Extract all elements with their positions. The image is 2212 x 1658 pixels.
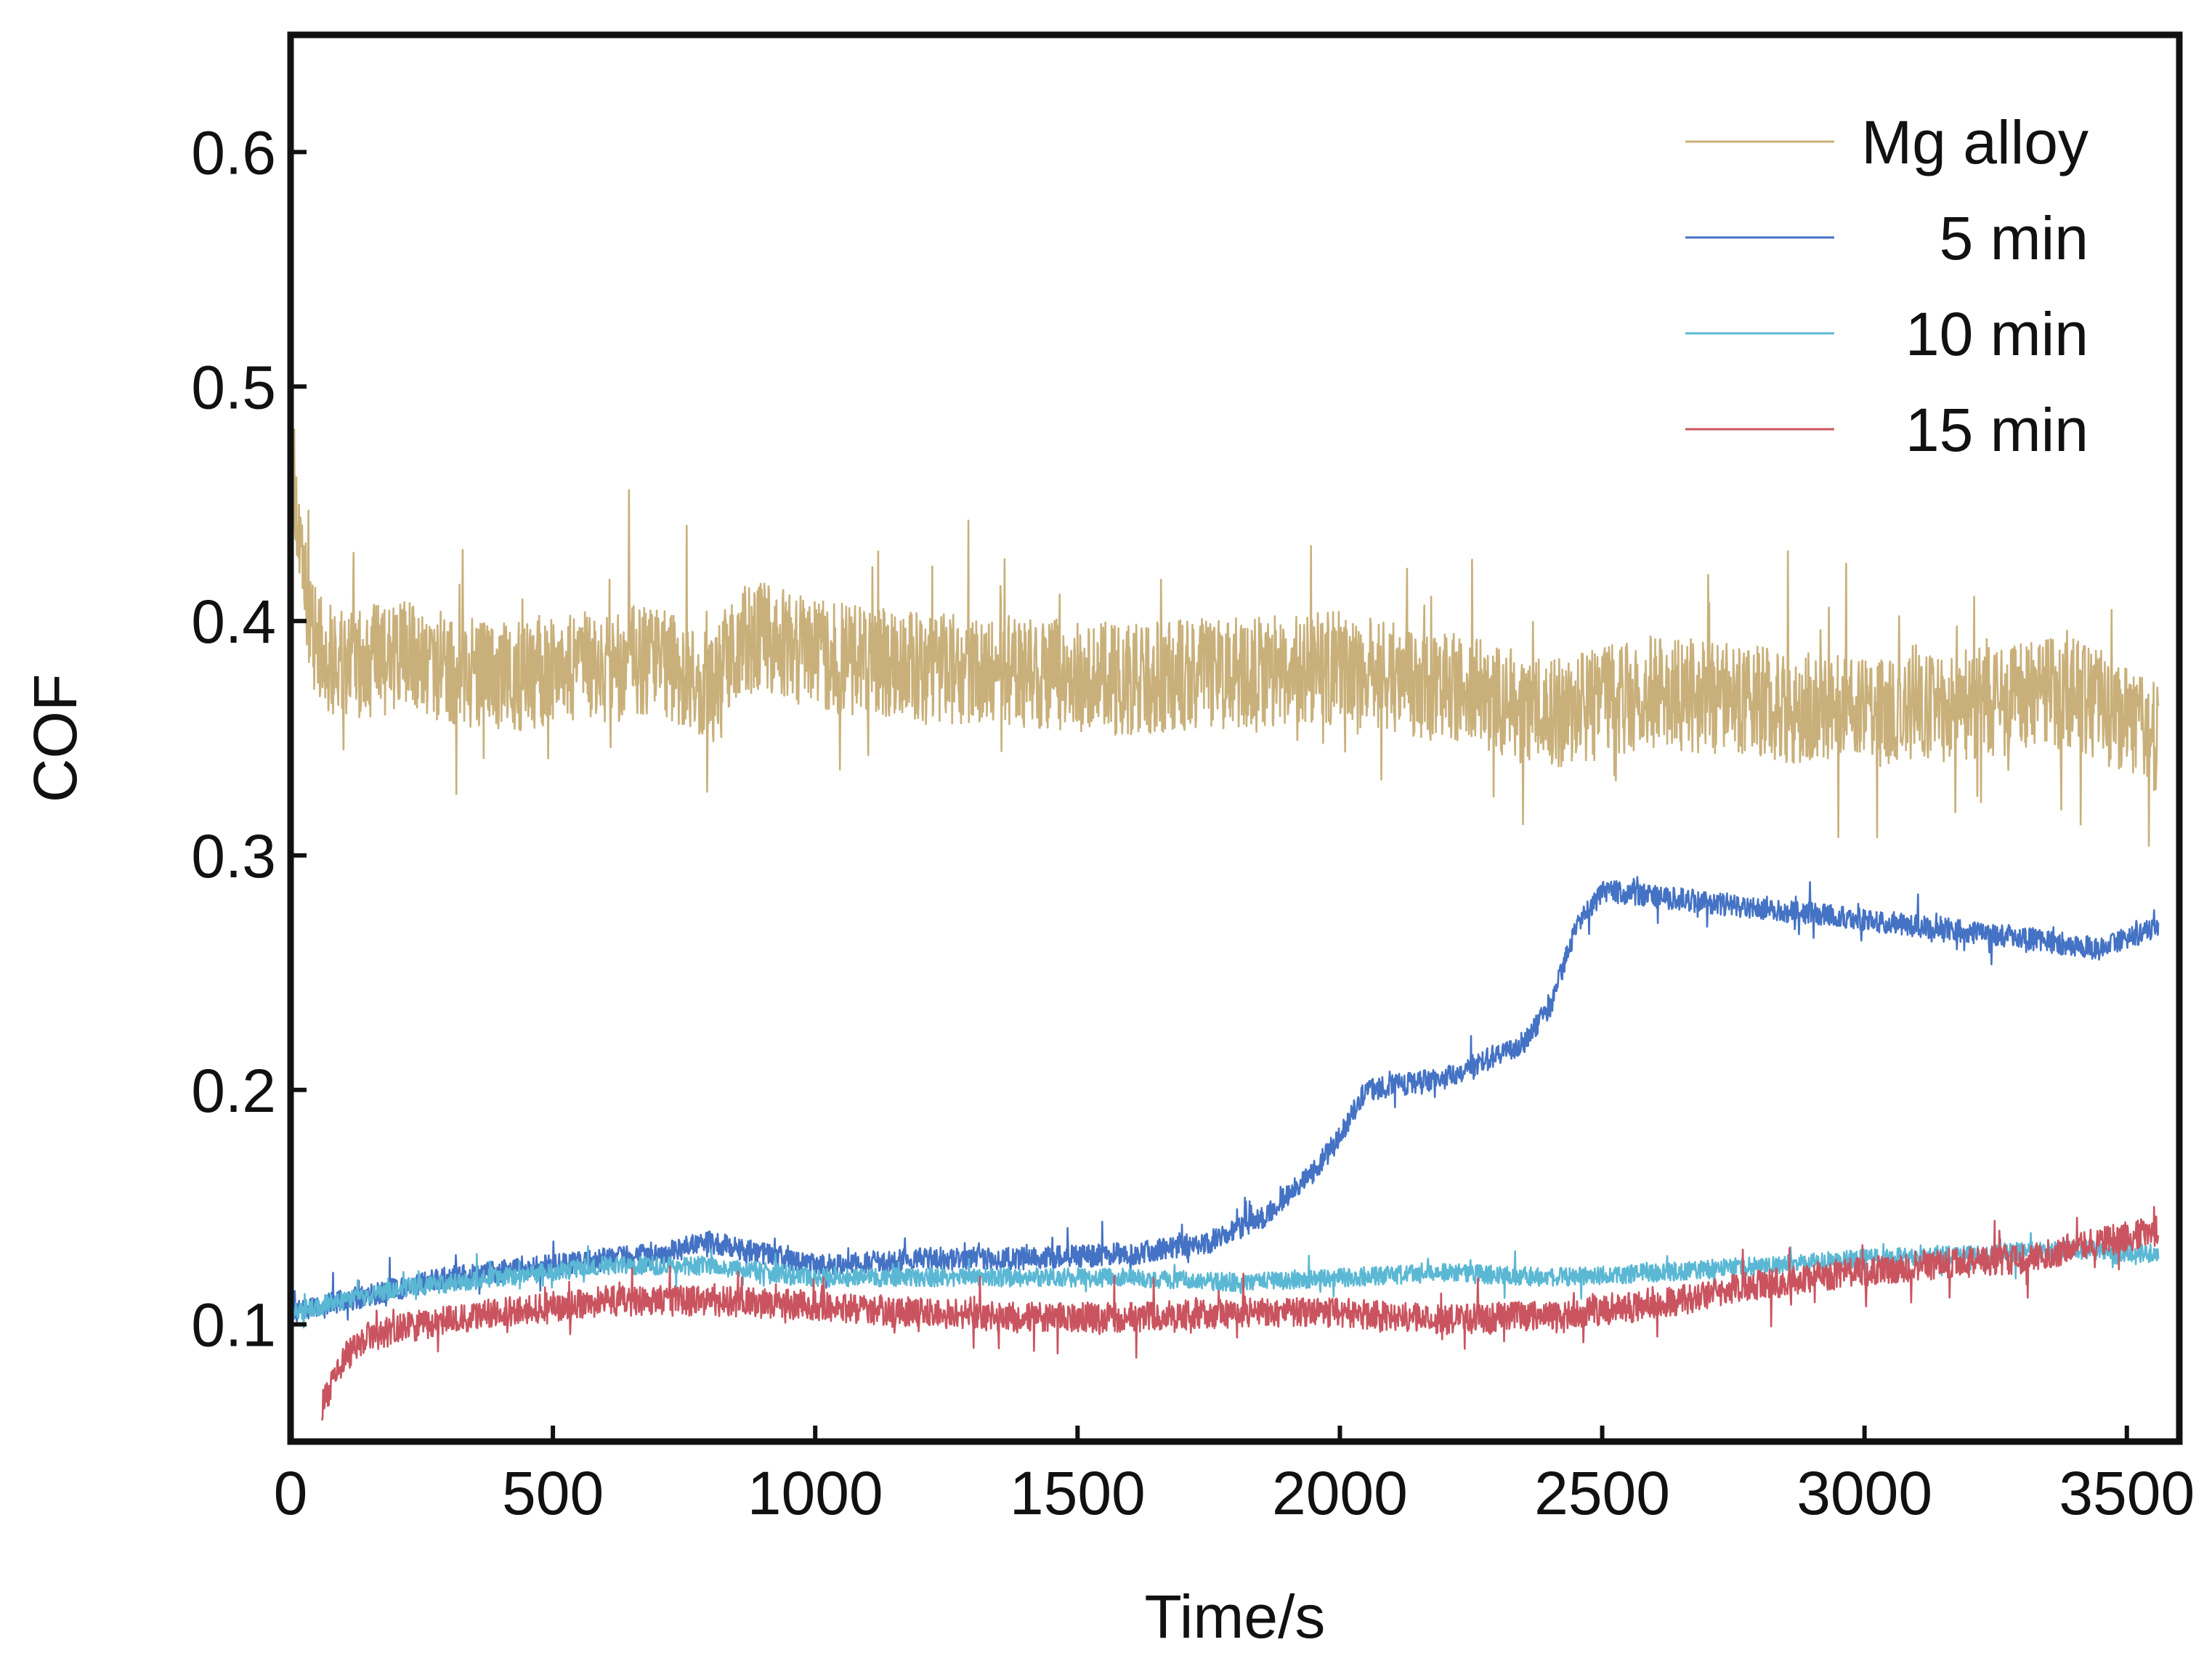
legend-label: 15 min bbox=[1905, 396, 2089, 464]
legend: Mg alloy 5 min 10 min 15 min bbox=[1685, 108, 2089, 464]
series-line-10-min bbox=[291, 1232, 2160, 1329]
legend-label: Mg alloy bbox=[1861, 108, 2089, 176]
x-tick-label: 3000 bbox=[1796, 1459, 1932, 1527]
x-tick-label: 2500 bbox=[1534, 1459, 1670, 1527]
y-tick-label: 0.1 bbox=[191, 1291, 276, 1360]
x-tick-label: 1500 bbox=[1010, 1459, 1146, 1527]
x-tick-label: 2000 bbox=[1272, 1459, 1408, 1527]
series-line-mg-alloy bbox=[291, 428, 2160, 848]
x-tick-label: 3500 bbox=[2059, 1459, 2195, 1527]
series-line-15-min bbox=[321, 1206, 2160, 1421]
x-axis-title: Time/s bbox=[1145, 1582, 1326, 1651]
y-tick-label: 0.3 bbox=[191, 822, 276, 890]
x-tick-label: 1000 bbox=[748, 1459, 883, 1527]
y-axis-title: COF bbox=[21, 674, 89, 802]
plot-frame bbox=[287, 31, 2183, 1445]
series-layer bbox=[291, 428, 2160, 1421]
x-tick-label: 0 bbox=[274, 1459, 308, 1527]
ticks-layer: 0 500 1000 1500 2000 2500 3000 3500 0.1 0.2 0.3 0.4… bbox=[191, 118, 2195, 1527]
legend-label: 5 min bbox=[1940, 204, 2089, 272]
y-tick-label: 0.6 bbox=[191, 118, 276, 187]
x-tick-label: 500 bbox=[502, 1459, 604, 1527]
legend-label: 10 min bbox=[1905, 300, 2089, 368]
y-tick-label: 0.5 bbox=[191, 353, 276, 421]
y-tick-label: 0.4 bbox=[191, 588, 276, 656]
y-tick-label: 0.2 bbox=[191, 1057, 276, 1125]
